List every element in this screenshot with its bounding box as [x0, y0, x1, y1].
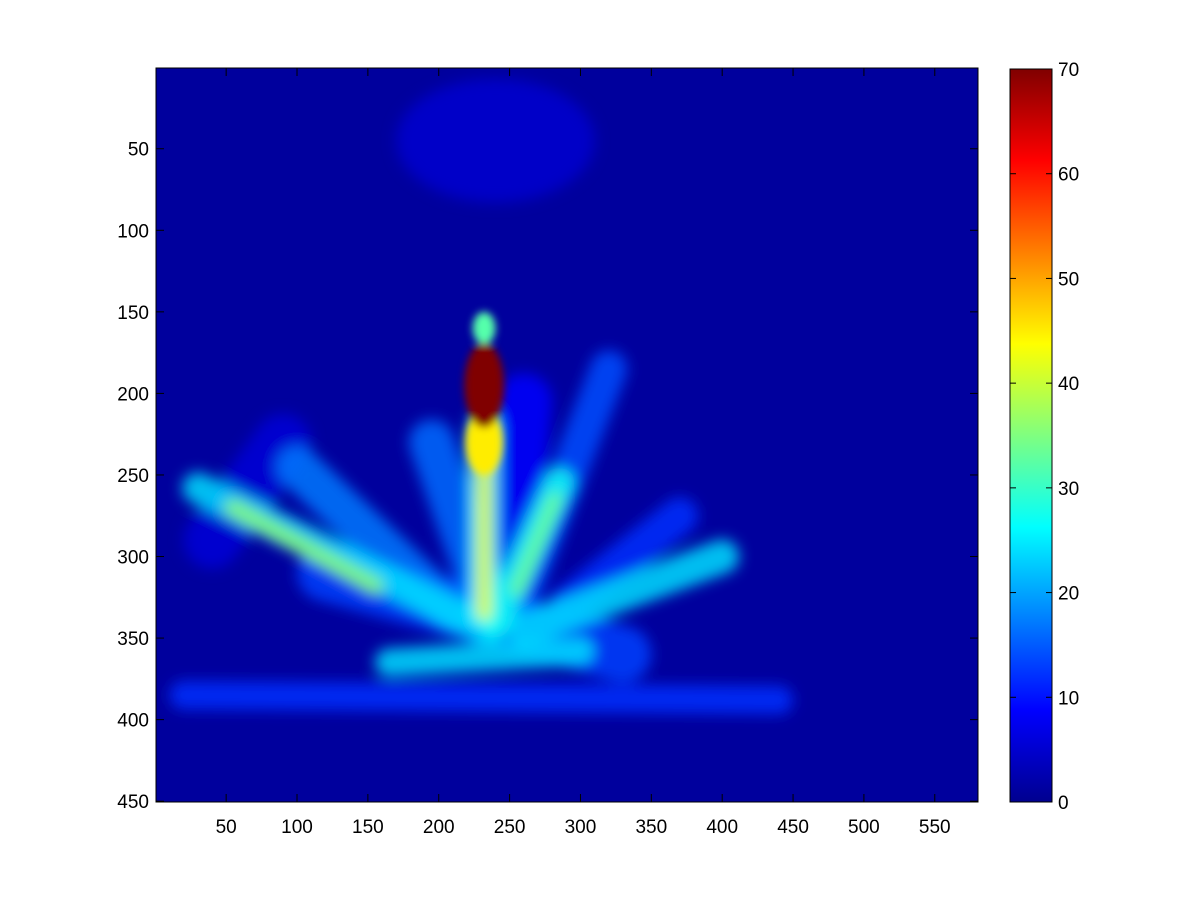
- colorbar-tick-label: 70: [1058, 60, 1079, 81]
- y-tick-label: 150: [117, 303, 149, 324]
- y-tick-label: 450: [117, 792, 149, 813]
- x-tick-label: 550: [919, 817, 951, 838]
- x-tick-label: 50: [216, 817, 237, 838]
- y-tick-label: 50: [128, 140, 149, 161]
- heatmap-stroke: [481, 373, 553, 585]
- colorbar: [1009, 68, 1053, 803]
- colorbar-tick-label: 0: [1058, 793, 1069, 814]
- x-tick-label: 450: [777, 817, 809, 838]
- colorbar-tick-label: 60: [1058, 165, 1079, 186]
- colorbar-tick-label: 10: [1058, 688, 1079, 709]
- x-tick-label: 500: [848, 817, 880, 838]
- heatmap-stroke: [374, 636, 595, 677]
- colorbar-tick-label: 50: [1058, 269, 1079, 290]
- heatmap-region: [396, 78, 595, 203]
- heatmap-stroke: [509, 492, 563, 597]
- colorbar-axis: 0 10 20 30 40 50 60 70: [1010, 60, 1079, 814]
- y-tick-label: 200: [117, 384, 149, 405]
- heatmap-soft-layer: [169, 78, 794, 715]
- x-tick-label: 250: [494, 817, 526, 838]
- heatmap-stroke: [224, 499, 384, 595]
- heatmap-hotspot: [472, 311, 496, 345]
- plot-frame: [155, 67, 979, 803]
- heatmap-core-layer: [464, 311, 504, 475]
- heatmap-hotspot: [465, 409, 503, 475]
- y-axis: 50 100 150 200 250 300 350 400 450: [117, 140, 978, 813]
- y-tick-label: 300: [117, 548, 149, 569]
- x-tick-label: 300: [565, 817, 597, 838]
- heatmap-stroke: [169, 680, 794, 715]
- heatmap-hotspot: [464, 342, 504, 428]
- heatmap-image: [169, 78, 794, 715]
- x-tick-label: 200: [423, 817, 455, 838]
- y-tick-label: 250: [117, 466, 149, 487]
- colorbar-tick-label: 40: [1058, 374, 1079, 395]
- y-tick-label: 350: [117, 629, 149, 650]
- heatmap-stroke: [506, 539, 740, 647]
- colorbar-tick-label: 20: [1058, 584, 1079, 605]
- x-tick-label: 350: [635, 817, 667, 838]
- y-tick-label: 100: [117, 221, 149, 242]
- x-tick-label: 100: [281, 817, 313, 838]
- x-tick-label: 150: [352, 817, 384, 838]
- colorbar-tick-label: 30: [1058, 479, 1079, 500]
- x-tick-label: 400: [706, 817, 738, 838]
- x-axis: 50 100 150 200 250 300 350 400 450 500 550: [216, 68, 951, 838]
- y-tick-label: 400: [117, 711, 149, 732]
- heatmap-stroke: [183, 413, 312, 569]
